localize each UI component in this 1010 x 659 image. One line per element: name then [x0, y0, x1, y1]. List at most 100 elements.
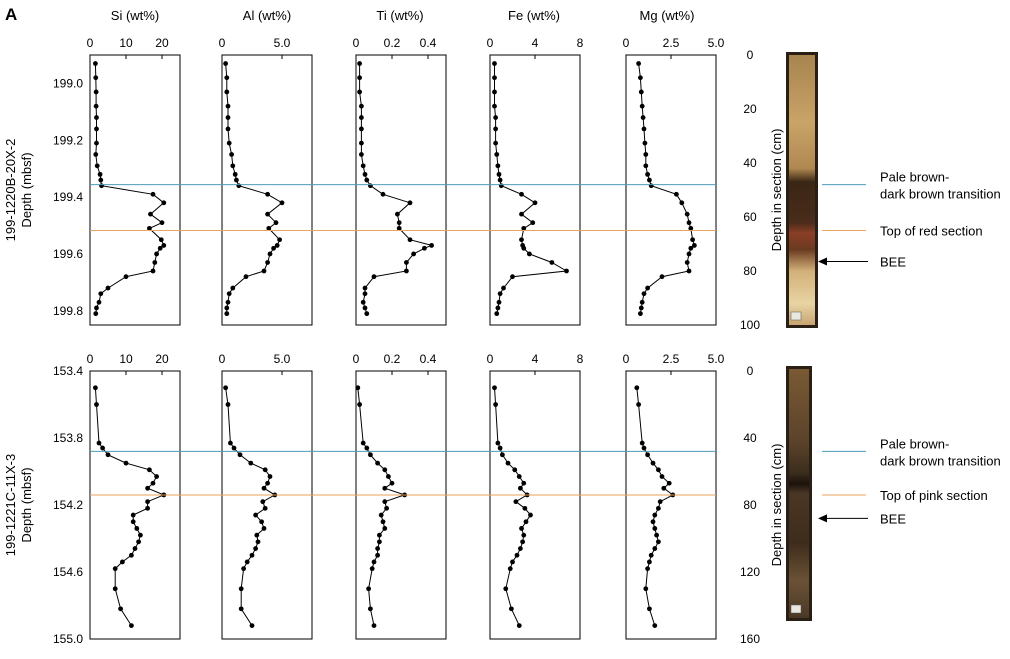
- data-point: [355, 385, 361, 391]
- data-point: [150, 480, 156, 486]
- marker-label: dark brown transition: [880, 453, 1001, 468]
- data-point: [494, 152, 500, 157]
- data-point: [154, 474, 160, 479]
- data-point: [380, 519, 386, 525]
- data-point: [652, 512, 658, 518]
- data-point: [360, 163, 366, 169]
- data-point: [231, 445, 237, 451]
- data-point: [549, 260, 555, 265]
- data-point: [98, 291, 104, 297]
- data-point: [503, 586, 509, 592]
- data-point: [260, 499, 266, 505]
- data-point: [404, 268, 409, 274]
- data-point: [96, 440, 102, 446]
- marker-label: Top of red section: [880, 224, 983, 239]
- data-point: [223, 61, 229, 66]
- xtick-label: 0: [219, 36, 226, 50]
- data-point: [519, 191, 524, 197]
- series-line: [494, 63, 569, 314]
- data-point: [648, 183, 654, 189]
- data-point: [224, 311, 230, 317]
- data-point: [357, 61, 362, 66]
- data-point: [532, 200, 538, 206]
- data-point: [404, 260, 409, 265]
- data-point: [661, 485, 667, 491]
- data-point: [684, 260, 690, 265]
- data-point: [238, 586, 244, 592]
- data-point: [411, 251, 416, 257]
- plot-frame: [221, 370, 313, 640]
- plot-frame: [355, 370, 447, 640]
- data-point: [129, 552, 134, 558]
- data-point: [378, 512, 384, 518]
- data-point: [362, 285, 368, 291]
- data-point: [516, 623, 522, 628]
- xtick-label: 0: [487, 36, 494, 50]
- data-point: [249, 623, 255, 628]
- data-point: [253, 512, 258, 518]
- data-point: [225, 402, 231, 407]
- core-label-tag: [790, 311, 802, 321]
- data-point: [513, 499, 519, 505]
- data-point: [159, 220, 165, 226]
- data-point: [362, 171, 368, 177]
- data-point: [521, 480, 527, 486]
- data-point: [271, 245, 276, 251]
- data-point: [228, 440, 233, 446]
- data-point: [368, 183, 373, 189]
- data-point: [224, 305, 230, 311]
- data-point: [359, 140, 364, 146]
- chart-bottom: 153.4 153.8 154.2 154.6 155.0 199-1221C-11X-3…: [3, 352, 1001, 646]
- core-photo-image: [789, 369, 809, 618]
- data-point: [645, 566, 650, 572]
- data-point: [501, 285, 506, 291]
- data-point: [492, 75, 497, 81]
- xtick-label: 20: [155, 352, 169, 366]
- data-point: [238, 606, 244, 612]
- bee-label: BEE: [880, 511, 906, 526]
- data-point: [389, 480, 395, 486]
- header-al: Al (wt%): [243, 8, 291, 23]
- data-point: [690, 237, 695, 243]
- series-line: [94, 387, 166, 626]
- data-point: [138, 532, 143, 538]
- xtick-label: 0: [623, 36, 630, 50]
- data-point: [496, 171, 502, 177]
- data-point: [261, 485, 267, 491]
- data-point: [357, 75, 362, 81]
- arrow-left-icon: [818, 257, 827, 266]
- data-point: [359, 103, 364, 109]
- data-point: [360, 299, 366, 305]
- data-point: [510, 274, 515, 280]
- data-point: [516, 474, 522, 479]
- data-point: [93, 89, 99, 95]
- data-point: [384, 505, 389, 511]
- data-point: [234, 177, 239, 183]
- data-point: [368, 452, 373, 458]
- data-point: [407, 237, 413, 243]
- data-point: [134, 526, 140, 531]
- data-point: [232, 171, 238, 177]
- data-point: [645, 285, 650, 291]
- plot-frame: [355, 54, 447, 326]
- series-line: [359, 63, 434, 314]
- data-point: [364, 177, 370, 183]
- data-point: [150, 268, 156, 274]
- ytick-left-label: 154.2: [53, 498, 83, 512]
- data-point: [382, 467, 388, 473]
- data-point: [686, 251, 692, 257]
- ytick-right-label: 0: [747, 364, 754, 378]
- data-point: [158, 237, 164, 243]
- data-point: [496, 299, 502, 305]
- data-point: [638, 89, 644, 95]
- xtick-label: 8: [577, 36, 584, 50]
- ytick-right-label: 100: [740, 318, 760, 332]
- data-point: [521, 532, 527, 538]
- data-point: [514, 552, 520, 558]
- data-point: [686, 220, 692, 226]
- data-point: [642, 140, 648, 146]
- data-point: [512, 467, 518, 473]
- data-point: [498, 183, 504, 189]
- chart-top: 199.0 199.2 199.4 199.6 199.8 199-1220B-20X-2…: [3, 36, 1001, 332]
- data-point: [244, 559, 250, 565]
